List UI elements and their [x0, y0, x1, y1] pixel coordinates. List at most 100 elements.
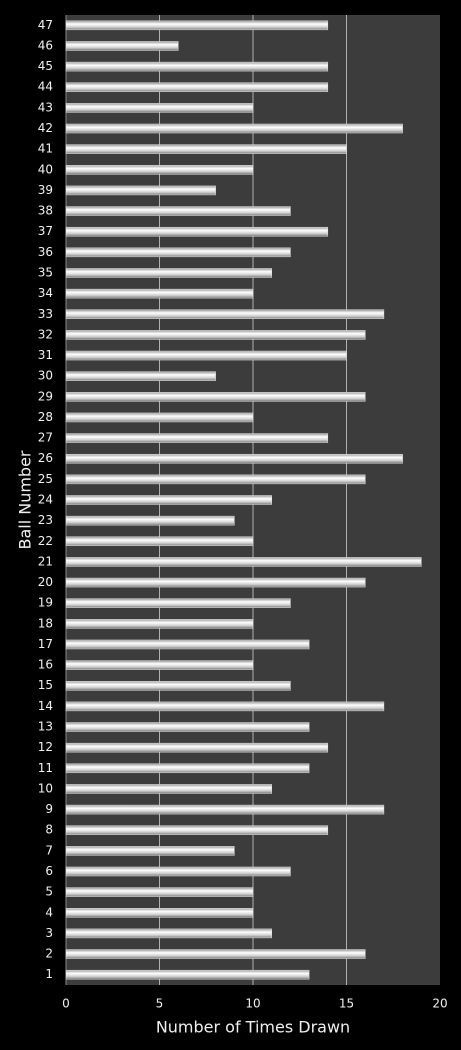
bar [65, 495, 272, 505]
bar [65, 288, 254, 299]
y-tick-label: 43 [38, 100, 53, 114]
y-tick-label: 2 [45, 947, 53, 961]
bar [65, 577, 366, 588]
y-tick-label: 12 [38, 740, 53, 754]
bar [65, 866, 291, 877]
y-tick-label: 23 [38, 513, 53, 527]
bar [65, 123, 403, 134]
y-tick-label: 41 [38, 142, 53, 156]
y-tick-label: 9 [45, 802, 53, 816]
y-tick-label: 29 [38, 389, 53, 403]
y-tick-label: 3 [45, 926, 53, 940]
y-tick-label: 11 [38, 761, 53, 775]
y-tick-label: 5 [45, 885, 53, 899]
y-tick-label: 39 [38, 183, 53, 197]
y-tick-label: 1 [45, 967, 53, 981]
bar [65, 41, 179, 51]
y-tick-label: 24 [38, 493, 53, 507]
bar [65, 680, 291, 691]
y-tick-label: 42 [38, 121, 53, 135]
bar [65, 619, 254, 629]
y-tick-label: 27 [38, 431, 53, 445]
bar [65, 598, 291, 608]
bar [65, 82, 329, 92]
y-tick-label: 19 [38, 596, 53, 610]
y-axis-label: Ball Number [16, 450, 35, 549]
bar [65, 61, 329, 72]
y-tick-label: 18 [38, 616, 53, 630]
y-tick-label: 35 [38, 265, 53, 279]
x-tick-label: 0 [62, 997, 70, 1011]
bar [65, 949, 366, 959]
bar [65, 433, 329, 443]
y-tick-label: 32 [38, 327, 53, 341]
y-tick-label: 40 [38, 162, 53, 176]
bar [65, 474, 366, 485]
bar [65, 515, 235, 526]
y-tick-label: 4 [45, 905, 53, 919]
y-tick-label: 25 [38, 472, 53, 486]
x-tick-label: 5 [156, 997, 164, 1011]
y-tick-label: 46 [38, 38, 53, 52]
bar [65, 392, 366, 402]
bar [65, 206, 291, 216]
bar [65, 453, 403, 464]
bar [65, 309, 385, 320]
y-tick-label: 45 [38, 59, 53, 73]
bar [65, 660, 254, 670]
y-tick-label: 31 [38, 348, 53, 362]
y-tick-label: 20 [38, 575, 53, 589]
bar [65, 185, 216, 196]
y-tick-label: 26 [38, 451, 53, 465]
y-tick-label: 37 [38, 224, 53, 238]
bar [65, 722, 310, 732]
bar [65, 969, 310, 980]
y-tick-label: 36 [38, 245, 53, 259]
y-tick-label: 44 [38, 80, 53, 94]
y-tick-label: 28 [38, 410, 53, 424]
y-tick-label: 38 [38, 204, 53, 218]
y-tick-label: 8 [45, 823, 53, 837]
bar [65, 908, 254, 918]
bar [65, 103, 254, 113]
y-tick-label: 6 [45, 864, 53, 878]
bar [65, 412, 254, 423]
x-tick-label: 20 [432, 997, 447, 1011]
bar [65, 763, 310, 774]
y-tick-label: 7 [45, 843, 53, 857]
x-axis-label: Number of Times Drawn [156, 1018, 350, 1037]
bar [65, 144, 347, 154]
y-tick-label: 34 [38, 286, 53, 300]
bar [65, 846, 235, 856]
bar [65, 371, 216, 381]
bar [65, 226, 329, 237]
y-tick-label: 47 [38, 18, 53, 32]
bar [65, 268, 272, 278]
bar [65, 536, 254, 547]
x-tick-label: 15 [339, 997, 354, 1011]
bar [65, 742, 329, 753]
y-tick-label: 16 [38, 658, 53, 672]
bar [65, 804, 385, 815]
bar [65, 350, 347, 361]
y-tick-label: 17 [38, 637, 53, 651]
bar [65, 247, 291, 258]
y-tick-label: 33 [38, 307, 53, 321]
bar [65, 639, 310, 650]
bar [65, 20, 329, 31]
bar [65, 330, 366, 340]
bar [65, 557, 422, 567]
y-tick-label: 21 [38, 554, 53, 568]
x-tick-label: 10 [245, 997, 260, 1011]
bar [65, 887, 254, 897]
y-tick-label: 15 [38, 678, 53, 692]
bar [65, 165, 254, 175]
bar [65, 701, 385, 712]
bar [65, 928, 272, 939]
bar [65, 825, 329, 835]
bar [65, 784, 272, 794]
y-tick-label: 30 [38, 369, 53, 383]
y-tick-label: 22 [38, 534, 53, 548]
y-tick-label: 14 [38, 699, 53, 713]
